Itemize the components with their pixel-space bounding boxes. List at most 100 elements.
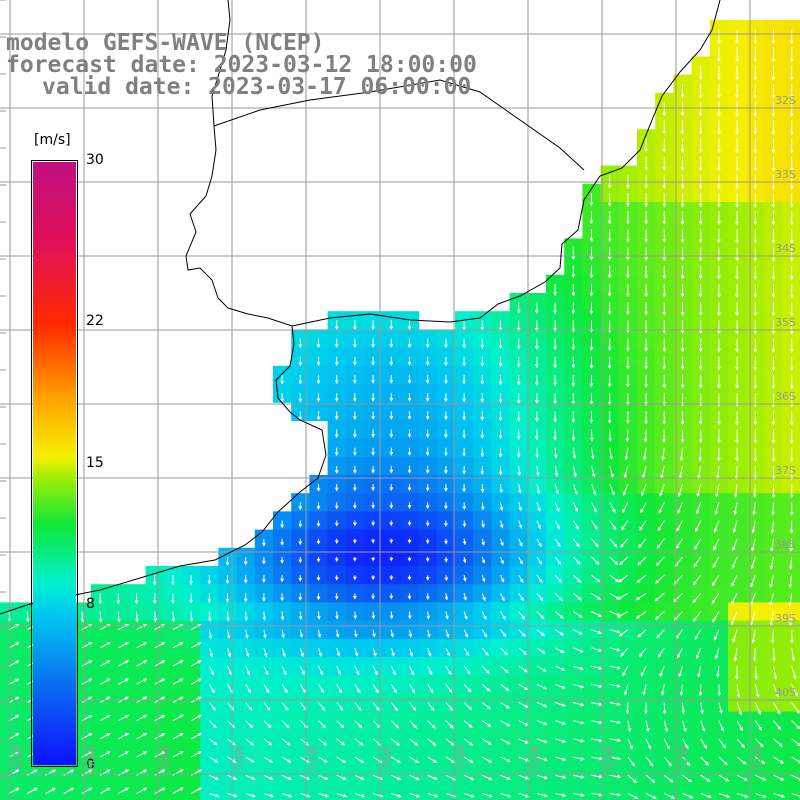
- wind-vector: [682, 738, 689, 749]
- colorbar-tick-label: 8: [86, 595, 95, 612]
- wind-vector-head: [643, 438, 648, 443]
- wind-vector-head: [613, 543, 618, 548]
- wind-vector-head: [789, 458, 794, 463]
- wind-vector-head: [106, 678, 111, 682]
- wind-vector-head: [753, 457, 758, 462]
- wind-vector-head: [717, 257, 721, 262]
- wind-vector: [753, 502, 756, 515]
- wind-vector-head: [124, 769, 129, 773]
- wind-vector-head: [717, 221, 721, 226]
- wind-vector: [63, 787, 74, 794]
- wind-speed-cell: [182, 784, 201, 800]
- wind-vector-head: [560, 632, 565, 636]
- wind-vector-head: [607, 256, 612, 261]
- wind-vector-head: [789, 221, 794, 226]
- wind-vector-head: [407, 379, 412, 384]
- wind-vector-head: [753, 312, 758, 317]
- wind-vector: [591, 592, 601, 600]
- wind-vector: [654, 592, 665, 601]
- wind-vector-head: [731, 564, 736, 569]
- wind-vector-head: [760, 743, 764, 748]
- wind-vector: [736, 793, 748, 798]
- wind-vector: [718, 684, 720, 696]
- wind-vector: [336, 720, 344, 728]
- wind-vector-head: [407, 539, 412, 544]
- wind-vector: [299, 665, 305, 675]
- wind-vector-head: [662, 329, 667, 334]
- wind-vector-head: [719, 710, 723, 715]
- wind-vector-head: [106, 696, 111, 700]
- wind-vector-head: [246, 671, 251, 676]
- wind-vector-head: [662, 238, 667, 243]
- wind-vector: [463, 611, 468, 620]
- wind-vector-head: [106, 769, 111, 773]
- wind-vector-head: [444, 522, 448, 527]
- wind-vector-head: [152, 600, 157, 605]
- wind-vector: [318, 684, 324, 693]
- wind-vector: [99, 678, 110, 685]
- wind-vector-head: [751, 639, 756, 644]
- wind-vector-head: [179, 769, 184, 773]
- wind-vector-head: [762, 794, 767, 798]
- wind-vector: [99, 787, 110, 794]
- wind-vector-head: [389, 433, 394, 438]
- wind-vector-head: [302, 689, 306, 694]
- wind-vector-head: [789, 185, 794, 190]
- wind-vector-head: [444, 540, 448, 545]
- wind-vector: [354, 647, 358, 656]
- wind-vector-head: [353, 487, 357, 492]
- wind-vector-head: [244, 617, 248, 622]
- wind-vector-head: [425, 344, 430, 349]
- wind-vector-head: [389, 343, 394, 348]
- wind-vector: [299, 647, 304, 657]
- wind-vector-head: [644, 185, 648, 189]
- wind-vector-head: [502, 633, 507, 638]
- wind-vector-head: [481, 578, 486, 583]
- wind-vector-head: [789, 94, 794, 99]
- wind-vector-head: [562, 739, 567, 743]
- longitude-label: 55W: [455, 745, 468, 770]
- wind-vector-head: [692, 618, 697, 622]
- wind-vector-head: [316, 487, 321, 492]
- wind-vector-head: [788, 602, 793, 607]
- wind-vector: [791, 774, 800, 780]
- wind-vector: [700, 756, 709, 766]
- wind-vector: [208, 611, 211, 621]
- wind-vector: [500, 720, 510, 727]
- wind-vector: [773, 702, 781, 714]
- wind-vector-head: [88, 715, 93, 719]
- wind-vector-head: [444, 558, 448, 563]
- wind-vector: [99, 624, 110, 631]
- wind-vector-head: [124, 696, 129, 700]
- wind-vector-head: [462, 380, 466, 385]
- wind-vector-head: [777, 726, 782, 731]
- wind-vector: [700, 738, 707, 749]
- wind-vector-head: [135, 618, 139, 623]
- wind-speed-cell: [782, 784, 800, 800]
- wind-vector: [696, 647, 702, 659]
- wind-vector-head: [617, 720, 622, 725]
- wind-vector-head: [425, 505, 430, 510]
- wind-vector: [618, 592, 629, 600]
- wind-vector: [263, 720, 272, 728]
- wind-vector-head: [161, 678, 166, 682]
- wind-vector: [554, 447, 557, 458]
- wind-vector-head: [226, 617, 230, 622]
- wind-vector-head: [266, 706, 271, 711]
- wind-vector: [591, 447, 594, 459]
- wind-vector-head: [543, 775, 548, 780]
- wind-vector: [643, 447, 647, 460]
- wind-vector-head: [263, 634, 267, 639]
- wind-vector: [463, 738, 473, 746]
- wind-vector: [354, 774, 365, 780]
- wind-vector: [172, 611, 175, 622]
- wind-vector: [609, 665, 621, 669]
- wind-vector-head: [207, 617, 212, 622]
- wind-vector-head: [712, 582, 716, 587]
- wind-vector: [208, 665, 214, 675]
- wind-vector: [622, 665, 629, 676]
- longitude-label: 51W: [751, 745, 764, 770]
- wind-vector-head: [589, 292, 594, 297]
- wind-vector-head: [106, 787, 111, 791]
